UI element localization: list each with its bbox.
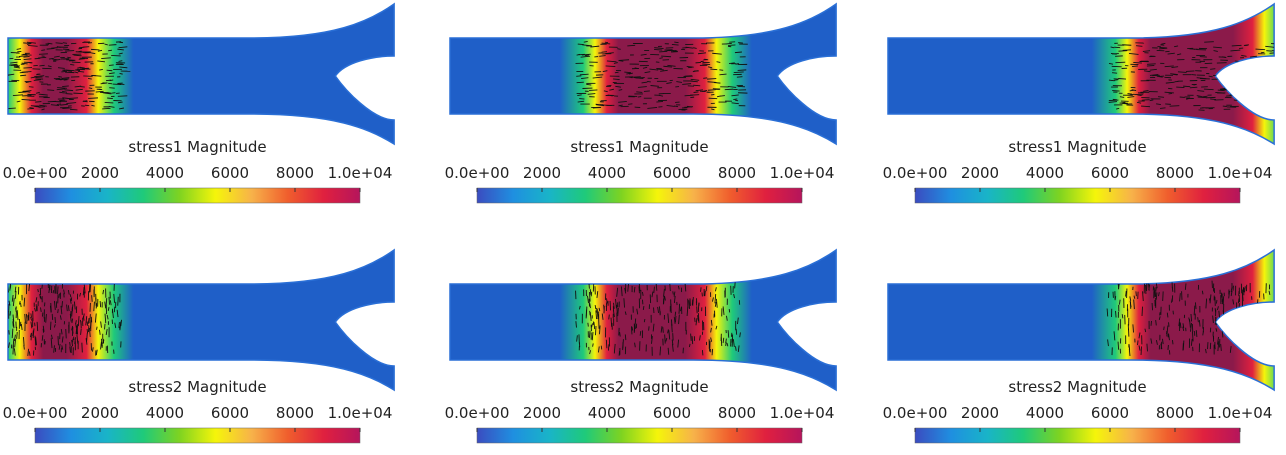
colorbar-title: stress2 Magnitude	[1008, 378, 1146, 396]
colorbar-stress1	[915, 188, 1240, 203]
colorbar-tick-label: 0.0e+00	[3, 404, 68, 422]
colorbar-tick-label: 8000	[1156, 404, 1194, 422]
colorbar-stress1	[35, 188, 360, 203]
colorbar-stress1	[477, 188, 802, 203]
panel-stress1-t2: stress1 Magnitude 0.0e+00 2000 4000 6000 8000…	[445, 4, 836, 203]
colorbar-stress2	[915, 428, 1240, 443]
colorbar-tick-label: 8000	[718, 164, 756, 182]
colorbar-tick-label: 4000	[588, 164, 626, 182]
colorbar-tick-label: 4000	[1026, 164, 1064, 182]
colorbar-stress2	[477, 428, 802, 443]
panel-stress1-t1: stress1 Magnitude 0.0e+00 2000 4000 6000 8000…	[3, 4, 394, 203]
colorbar-title: stress2 Magnitude	[570, 378, 708, 396]
panel-stress2-t1: stress2 Magnitude 0.0e+00 2000 4000 6000 8000…	[3, 250, 394, 443]
colorbar-tick-label: 0.0e+00	[883, 404, 948, 422]
colorbar-title: stress1 Magnitude	[128, 138, 266, 156]
domain-field-stress2-t2	[450, 250, 836, 390]
colorbar-tick-label: 2000	[81, 404, 119, 422]
domain-field-stress2-t1	[8, 250, 394, 390]
colorbar-tick-label: 8000	[718, 404, 756, 422]
colorbar-tick-label: 1.0e+04	[1208, 164, 1273, 182]
colorbar-tick-label: 6000	[1091, 404, 1129, 422]
colorbar-tick-label: 2000	[523, 164, 561, 182]
colorbar-tick-label: 0.0e+00	[883, 164, 948, 182]
colorbar-title: stress1 Magnitude	[1008, 138, 1146, 156]
colorbar-tick-label: 1.0e+04	[1208, 404, 1273, 422]
colorbar-tick-label: 2000	[523, 404, 561, 422]
colorbar-tick-label: 1.0e+04	[770, 404, 835, 422]
colorbar-tick-label: 6000	[653, 164, 691, 182]
colorbar-stress2	[35, 428, 360, 443]
colorbar-tick-label: 6000	[1091, 164, 1129, 182]
colorbar-tick-label: 4000	[588, 404, 626, 422]
colorbar-tick-label: 4000	[1026, 404, 1064, 422]
colorbar-tick-label: 8000	[276, 404, 314, 422]
colorbar-tick-label: 8000	[276, 164, 314, 182]
colorbar-tick-label: 6000	[653, 404, 691, 422]
colorbar-tick-label: 4000	[146, 164, 184, 182]
panel-stress1-t3: stress1 Magnitude 0.0e+00 2000 4000 6000 8000…	[883, 4, 1286, 203]
colorbar-title: stress2 Magnitude	[128, 378, 266, 396]
colorbar-tick-label: 6000	[211, 164, 249, 182]
domain-field-stress1-t2	[450, 4, 836, 144]
panel-stress2-t2: stress2 Magnitude 0.0e+00 2000 4000 6000 8000…	[445, 250, 836, 443]
domain-field-stress1-t3	[888, 4, 1274, 144]
colorbar-tick-label: 0.0e+00	[445, 164, 510, 182]
colorbar-tick-label: 0.0e+00	[445, 404, 510, 422]
colorbar-tick-label: 4000	[146, 404, 184, 422]
colorbar-tick-label: 1.0e+04	[328, 164, 393, 182]
colorbar-tick-label: 1.0e+04	[770, 164, 835, 182]
colorbar-tick-label: 0.0e+00	[3, 164, 68, 182]
colorbar-tick-label: 2000	[961, 404, 999, 422]
colorbar-tick-label: 1.0e+04	[328, 404, 393, 422]
domain-field-stress1-t1	[8, 4, 394, 144]
colorbar-tick-label: 6000	[211, 404, 249, 422]
panel-stress2-t3: stress2 Magnitude 0.0e+00 2000 4000 6000 8000…	[883, 250, 1280, 443]
colorbar-title: stress1 Magnitude	[570, 138, 708, 156]
colorbar-tick-label: 8000	[1156, 164, 1194, 182]
colorbar-tick-label: 2000	[81, 164, 119, 182]
colorbar-tick-label: 2000	[961, 164, 999, 182]
